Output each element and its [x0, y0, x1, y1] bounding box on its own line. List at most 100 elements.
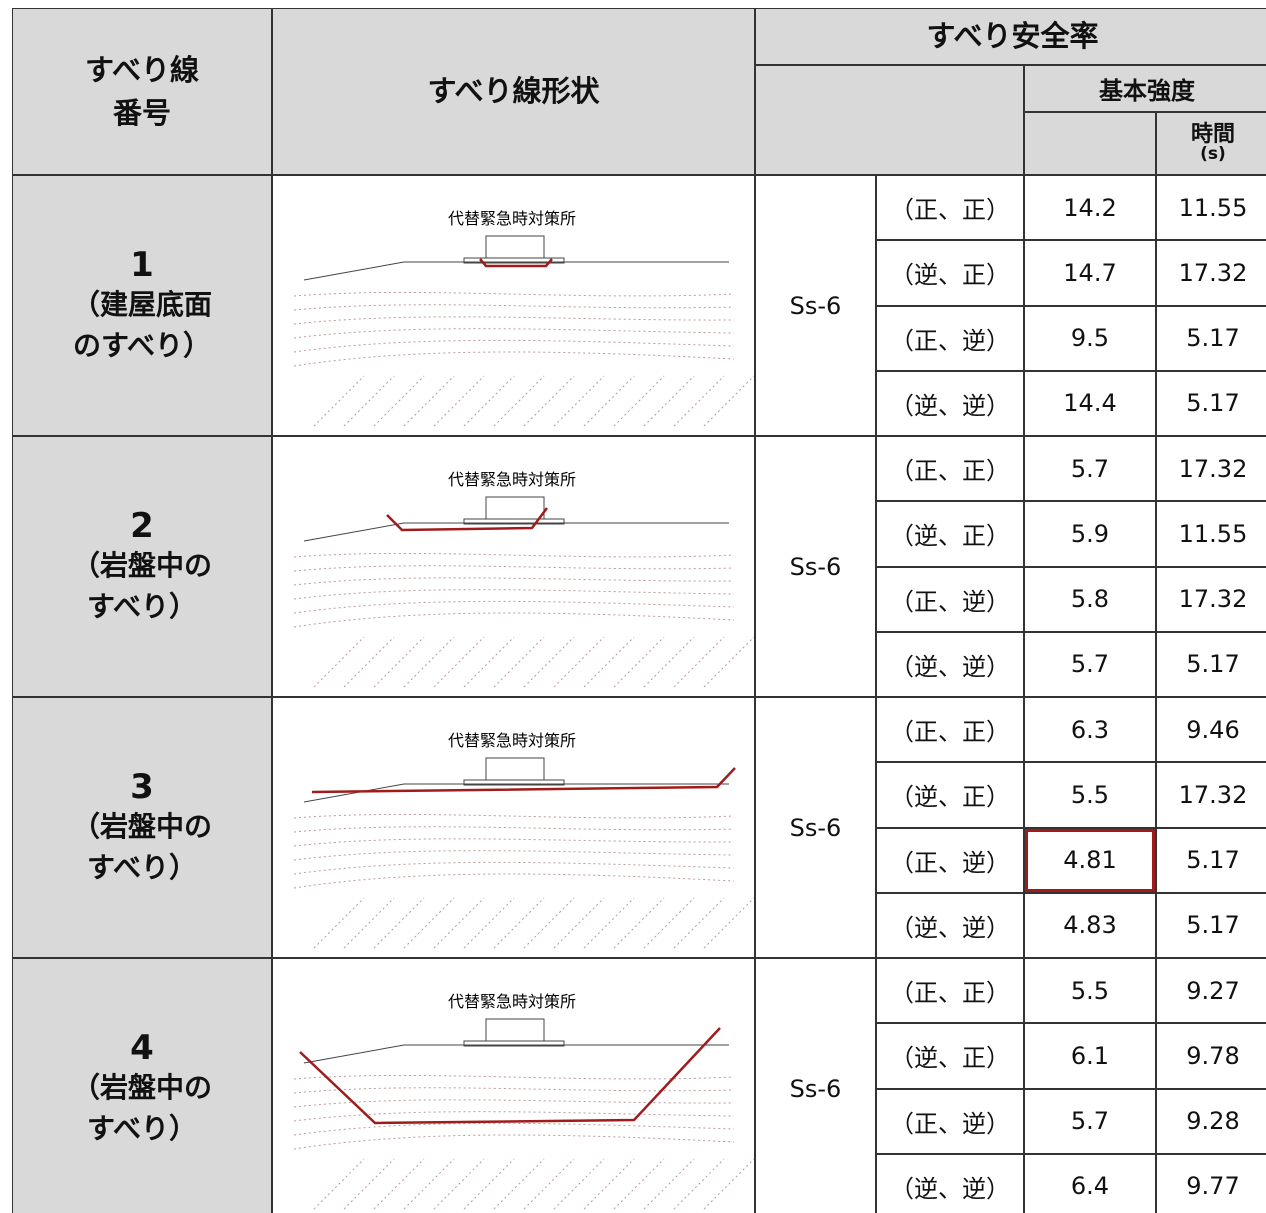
- direction: （正、正）: [890, 718, 1010, 747]
- direction-cell: （正、逆）: [876, 1088, 1024, 1154]
- hatch-line: [553, 636, 604, 688]
- hatch-line: [373, 897, 424, 949]
- time-cell: 17.32: [1156, 436, 1266, 502]
- hatch-line: [643, 375, 694, 427]
- factor-cell: 14.4: [1024, 370, 1156, 436]
- direction-cell: （逆、逆）: [876, 631, 1024, 697]
- time: 5.17: [1186, 846, 1240, 875]
- time: 11.55: [1178, 193, 1248, 222]
- factor-cell: 5.7: [1024, 436, 1156, 502]
- direction: （逆、正）: [890, 1044, 1010, 1073]
- hatch-line: [553, 375, 604, 427]
- factor-cell: 9.5: [1024, 305, 1156, 371]
- header-text: すべり安全率: [926, 19, 1099, 54]
- slip-note: （岩盤中の: [71, 548, 212, 582]
- direction: （正、正）: [890, 979, 1010, 1008]
- safety-factor: 5.7: [1070, 650, 1110, 679]
- hatch-line: [523, 636, 574, 688]
- safety-factor: 14.7: [1063, 258, 1117, 287]
- header-text: 時間: [1190, 122, 1235, 147]
- strata-line: [293, 351, 734, 367]
- hatch-line: [643, 897, 694, 949]
- strata-line: [293, 565, 734, 572]
- direction: （正、逆）: [890, 326, 1010, 355]
- shape-cell: 代替緊急時対策所: [272, 958, 755, 1213]
- hatch-line: [433, 897, 484, 949]
- strata-line: [293, 328, 734, 339]
- hatch-line: [583, 375, 634, 427]
- time: 9.28: [1186, 1107, 1240, 1136]
- strata-line: [293, 838, 734, 847]
- ground-line: [303, 783, 729, 803]
- slip-line: [298, 1027, 721, 1125]
- time: 9.78: [1186, 1041, 1240, 1070]
- header-blank: [755, 65, 1024, 175]
- hatch-line: [343, 897, 394, 949]
- strata-line: [293, 1074, 734, 1080]
- header-shape: すべり線形状: [272, 8, 755, 175]
- slip-note: すべり）: [86, 1111, 198, 1145]
- slip-note: すべり）: [86, 850, 198, 884]
- safety-factor: 14.2: [1063, 193, 1117, 222]
- hatch-line: [373, 375, 424, 427]
- hatch-line: [523, 1158, 574, 1210]
- factor-cell: 14.2: [1024, 175, 1156, 241]
- direction: （正、正）: [890, 457, 1010, 486]
- strata-line: [293, 339, 734, 353]
- safety-factor: 6.3: [1070, 715, 1110, 744]
- factor-cell: 5.8: [1024, 566, 1156, 632]
- direction: （逆、逆）: [890, 391, 1010, 420]
- slip-note: すべり）: [86, 589, 198, 623]
- hatch-line: [403, 636, 454, 688]
- time-cell: 17.32: [1156, 566, 1266, 632]
- foundation: [463, 779, 564, 786]
- strata-line: [293, 291, 734, 297]
- strata-line: [293, 1099, 734, 1108]
- shape-cell: 代替緊急時対策所: [272, 697, 755, 958]
- direction-cell: （正、正）: [876, 436, 1024, 502]
- header-text: すべり線: [85, 53, 199, 88]
- header-basic: 基本強度: [1024, 65, 1266, 112]
- hatch-line: [313, 375, 364, 427]
- hatch-line: [343, 636, 394, 688]
- safety-factor: 5.8: [1070, 585, 1110, 614]
- direction: （逆、逆）: [890, 652, 1010, 681]
- wave: Ss-6: [789, 291, 842, 320]
- hatch-line: [673, 636, 724, 688]
- wave-cell: Ss-6: [755, 436, 876, 697]
- direction: （逆、正）: [890, 783, 1010, 812]
- time-cell: 5.17: [1156, 892, 1266, 958]
- safety-factor: 5.9: [1070, 519, 1110, 548]
- direction: （逆、正）: [890, 261, 1010, 290]
- strata-line: [293, 850, 734, 861]
- hatch-line: [433, 636, 484, 688]
- direction-cell: （逆、正）: [876, 501, 1024, 567]
- hatch-line: [673, 1158, 724, 1210]
- hatch-line: [343, 375, 394, 427]
- strata-line: [293, 589, 734, 600]
- time: 5.17: [1186, 911, 1240, 940]
- building: [485, 757, 544, 783]
- strata-line: [293, 861, 734, 875]
- factor-cell: 5.7: [1024, 1088, 1156, 1154]
- time-cell: 17.32: [1156, 762, 1266, 828]
- hatch-line: [613, 1158, 664, 1210]
- slip-no-cell: 2 （岩盤中の すべり）: [12, 436, 272, 697]
- building-label: 代替緊急時対策所: [447, 470, 575, 489]
- safety-factor: 5.7: [1070, 454, 1110, 483]
- ground-line: [303, 261, 729, 281]
- direction: （正、正）: [890, 196, 1010, 225]
- safety-factor: 6.1: [1070, 1041, 1110, 1070]
- slip-line: [478, 258, 553, 268]
- slip-no-cell: 3 （岩盤中の すべり）: [12, 697, 272, 958]
- hatch-line: [553, 1158, 604, 1210]
- hatch-line: [463, 636, 514, 688]
- time-cell: 5.17: [1156, 370, 1266, 436]
- wave-cell: Ss-6: [755, 958, 876, 1213]
- factor-cell: 5.7: [1024, 631, 1156, 697]
- factor-cell: 6.4: [1024, 1153, 1156, 1213]
- slip-diagram: 代替緊急時対策所: [293, 992, 754, 1210]
- factor-cell: 5.9: [1024, 501, 1156, 567]
- time: 17.32: [1178, 454, 1248, 483]
- wave: Ss-6: [789, 813, 842, 842]
